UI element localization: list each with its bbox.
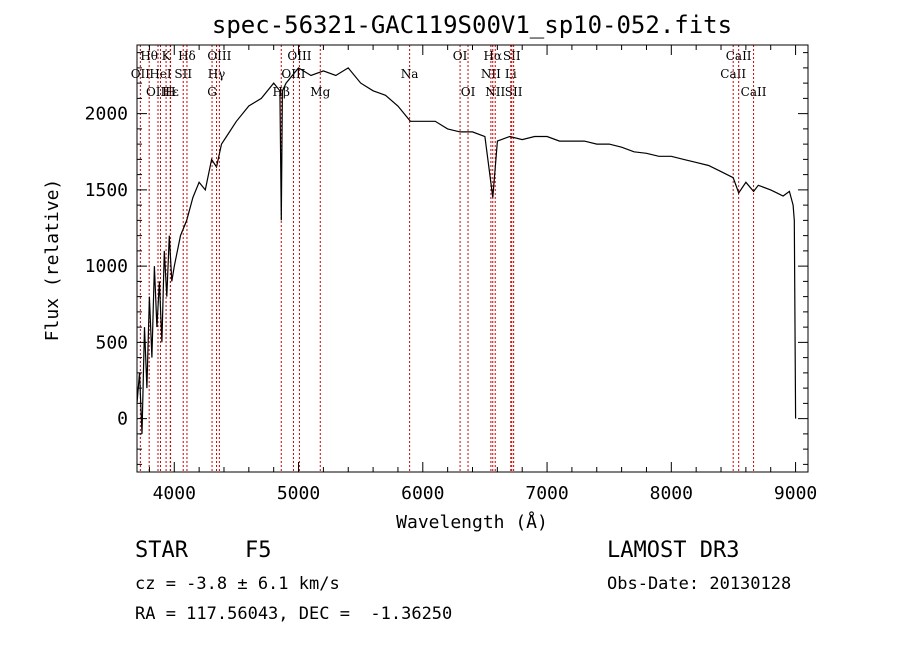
line-label-26: CaII [726, 49, 752, 63]
x-tick-label-1: 5000 [277, 483, 320, 504]
plot-frame [136, 44, 809, 473]
line-label-2: OIII [146, 85, 170, 99]
line-label-5: Hε [162, 85, 179, 99]
x-tick-label-2: 6000 [401, 483, 444, 504]
line-label-6: SII [174, 67, 192, 81]
coordinates: RA = 117.56043, DEC = -1.36250 [135, 604, 453, 624]
line-label-17: OI [453, 49, 468, 63]
line-label-21: NII [485, 85, 505, 99]
spectrum-chart: spec-56321-GAC119S00V1_sp10-052.fitsOIIH… [42, 11, 817, 533]
line-label-4: K [162, 49, 172, 63]
x-tick-label-4: 8000 [650, 483, 693, 504]
line-label-10: Hγ [208, 67, 226, 81]
line-label-7: H [165, 85, 175, 99]
line-label-14: OIII [287, 49, 311, 63]
line-label-20: Hα [483, 49, 502, 63]
line-label-3: HeI [149, 67, 172, 81]
line-label-24: SII [505, 85, 523, 99]
line-label-9: G [207, 85, 217, 99]
y-axis-label: Flux (relative) [42, 179, 63, 342]
line-label-12: Hβ [273, 85, 290, 99]
observation-date: Obs-Date: 20130128 [607, 574, 792, 594]
x-tick-label-3: 7000 [525, 483, 568, 504]
y-tick-label-1: 500 [95, 332, 128, 353]
line-label-1: Hθ [140, 49, 158, 63]
line-label-11: OIII [207, 49, 231, 63]
object-subclass: F5 [245, 538, 272, 563]
line-label-16: Na [401, 67, 419, 81]
line-label-18: OI [461, 85, 476, 99]
x-tick-label-0: 4000 [153, 483, 196, 504]
line-label-23: SII [503, 49, 521, 63]
y-tick-label-2: 1000 [85, 256, 128, 277]
y-tick-label-4: 2000 [85, 104, 128, 125]
line-label-27: CaII [741, 85, 767, 99]
chart-title: spec-56321-GAC119S00V1_sp10-052.fits [212, 11, 732, 39]
object-class: STAR [135, 538, 188, 563]
line-label-15: Mg [310, 85, 330, 99]
line-label-19: NII [481, 67, 501, 81]
spectrum-line [136, 67, 797, 434]
line-label-25: CaII [720, 67, 746, 81]
line-label-22: Li [505, 67, 517, 81]
x-axis-label: Wavelength (Å) [396, 511, 548, 533]
redshift-velocity: cz = -3.8 ± 6.1 km/s [135, 574, 340, 594]
y-tick-label-3: 1500 [85, 180, 128, 201]
x-tick-label-5: 9000 [774, 483, 817, 504]
line-label-0: OII [131, 67, 151, 81]
line-label-8: Hδ [178, 49, 196, 63]
survey-name: LAMOST DR3 [607, 538, 740, 563]
y-tick-label-0: 0 [117, 409, 128, 430]
